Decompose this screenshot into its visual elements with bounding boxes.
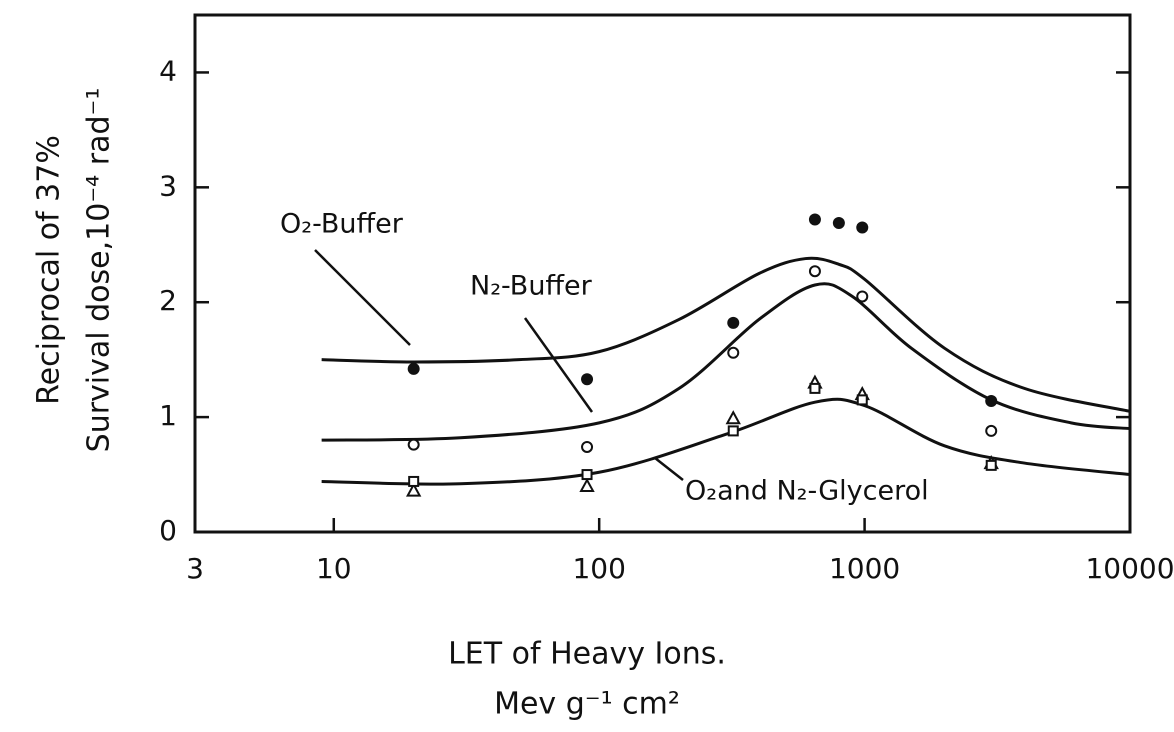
point xyxy=(808,265,821,278)
y-axis-label: Reciprocal of 37% xyxy=(32,135,67,405)
curve-label: O₂and N₂-Glycerol xyxy=(685,476,929,507)
x-axis-label: Mev g⁻¹ cm² xyxy=(494,687,680,722)
point xyxy=(727,346,740,359)
y-tick-label: 0 xyxy=(159,514,177,547)
point xyxy=(407,438,420,451)
fit-curve xyxy=(321,256,1131,413)
point xyxy=(408,475,420,487)
curve-label: O₂-Buffer xyxy=(280,209,404,240)
leader-line xyxy=(523,317,594,413)
leader-line xyxy=(314,249,411,346)
y-tick-label: 1 xyxy=(159,399,177,432)
point xyxy=(809,382,821,394)
point xyxy=(407,362,420,375)
point xyxy=(856,394,868,406)
point xyxy=(581,440,594,453)
y-tick-label: 4 xyxy=(159,54,177,87)
point xyxy=(727,425,739,437)
point xyxy=(985,459,997,471)
fit-curve xyxy=(321,397,1131,486)
x-tick-label: 100 xyxy=(572,552,625,585)
point xyxy=(579,477,595,493)
point xyxy=(581,469,593,481)
leader-line xyxy=(654,457,684,481)
point xyxy=(405,482,422,497)
x-tick-label: 10000 xyxy=(1085,552,1174,585)
y-axis-label: Survival dose,10⁻⁴ rad⁻¹ xyxy=(82,88,117,453)
x-tick-label: 10 xyxy=(316,552,352,585)
fit-curve xyxy=(321,282,1131,442)
point xyxy=(725,410,741,425)
x-axis-label: LET of Heavy Ions. xyxy=(448,637,726,672)
plot-frame xyxy=(193,13,1132,534)
point xyxy=(856,290,869,303)
point xyxy=(581,373,594,386)
point xyxy=(832,216,845,229)
y-tick-label: 3 xyxy=(159,169,177,202)
x-tick-label: 3 xyxy=(186,552,204,585)
curve-label: N₂-Buffer xyxy=(470,271,593,302)
y-tick-label: 2 xyxy=(159,284,177,317)
x-tick-label: 1000 xyxy=(829,552,900,585)
point xyxy=(856,221,869,234)
point xyxy=(985,395,998,408)
point xyxy=(985,424,998,437)
point xyxy=(727,316,740,329)
point xyxy=(808,213,821,226)
